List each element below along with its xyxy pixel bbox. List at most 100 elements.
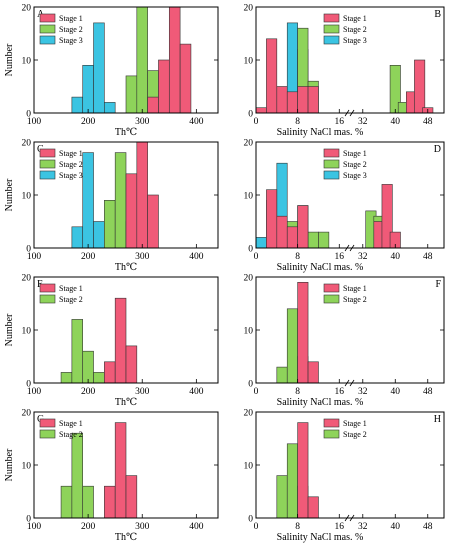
x-tick-label: 32 [358, 387, 368, 397]
legend-label: Stage 1 [59, 14, 83, 23]
legend-swatch [39, 418, 56, 428]
bar-stage-1 [147, 96, 159, 114]
bar-stage-1 [276, 86, 288, 114]
axis-break-mark [349, 514, 355, 522]
x-tick-label: 40 [391, 387, 401, 397]
y-tick-label: 10 [22, 462, 32, 472]
bar-stage-1 [125, 173, 138, 249]
bar-stage-2 [276, 475, 288, 519]
x-tick-label: 8 [295, 252, 300, 262]
bar-stage-2 [82, 485, 94, 519]
x-tick-label: 48 [423, 387, 433, 397]
bar-stage-2 [318, 231, 330, 249]
legend-label: Stage 1 [59, 419, 83, 428]
bar-stage-2 [82, 350, 94, 384]
bar-stage-1 [297, 205, 309, 249]
bar-stage-1 [286, 91, 298, 114]
x-tick-label: 8 [295, 117, 300, 127]
x-tick-label: 200 [81, 117, 96, 127]
y-tick-label: 10 [244, 327, 254, 337]
y-tick-label: 0 [248, 245, 253, 255]
y-tick-label: 20 [22, 409, 32, 419]
bar-stage-1 [297, 422, 309, 519]
axis-break-mark [344, 244, 350, 252]
x-tick-label: 0 [254, 522, 259, 532]
x-tick-label: 32 [358, 117, 368, 127]
x-tick-label: 200 [81, 252, 96, 262]
legend-swatch [39, 170, 56, 180]
legend-label: Stage 1 [343, 419, 367, 428]
bar-stage-2 [60, 485, 73, 519]
y-tick-label: 0 [26, 380, 31, 390]
legend-label: Stage 2 [59, 160, 83, 169]
legend-swatch [323, 429, 340, 439]
bar-stage-1 [104, 361, 116, 384]
y-tick-label: 10 [22, 57, 32, 67]
x-tick-label: 400 [189, 117, 204, 127]
x-tick-label: 8 [295, 522, 300, 532]
legend-label: Stage 2 [343, 160, 367, 169]
legend-label: Stage 2 [59, 295, 83, 304]
bar-stage-1 [179, 43, 192, 114]
y-tick-label: 20 [244, 274, 254, 284]
x-tick-label: 0 [254, 252, 259, 262]
legend-swatch [39, 294, 56, 304]
axis-break-mark [344, 379, 350, 387]
bar-stage-2 [286, 443, 298, 519]
x-tick-label: 300 [135, 252, 150, 262]
bar-stage-1 [125, 345, 138, 384]
legend-swatch [323, 170, 340, 180]
x-tick-label: 300 [135, 117, 150, 127]
legend-swatch [323, 283, 340, 293]
y-axis-title: Number [4, 178, 15, 211]
x-tick-label: 100 [27, 117, 42, 127]
panel-letter: D [434, 144, 441, 155]
legend-swatch [323, 35, 340, 45]
panel-letter: H [434, 414, 441, 425]
x-axis-title: Salinity NaCl mas. % [277, 262, 364, 273]
bar-stage-2 [125, 75, 138, 114]
x-tick-label: 32 [358, 522, 368, 532]
axis-break-mark [349, 109, 355, 117]
bar-stage-3 [93, 22, 105, 114]
bar-stage-1 [286, 226, 298, 249]
y-axis-title: Number [4, 448, 15, 481]
legend-label: Stage 2 [343, 25, 367, 34]
x-tick-label: 8 [295, 387, 300, 397]
y-tick-label: 0 [248, 515, 253, 525]
x-tick-label: 16 [335, 387, 345, 397]
x-tick-label: 48 [423, 522, 433, 532]
bar-stage-3 [71, 96, 83, 114]
bar-stage-3 [82, 152, 94, 249]
y-tick-label: 20 [244, 4, 254, 14]
x-axis-title: Th℃ [115, 532, 137, 543]
y-tick-label: 10 [244, 192, 254, 202]
bar-stage-2 [71, 432, 83, 519]
legend-swatch [39, 13, 56, 23]
y-axis-title: Number [4, 313, 15, 346]
axis-break-mark [344, 109, 350, 117]
legend-swatch [323, 159, 340, 169]
bar-stage-1 [136, 141, 148, 249]
bar-stage-1 [104, 485, 116, 519]
y-tick-label: 0 [26, 515, 31, 525]
legend-label: Stage 3 [343, 36, 367, 45]
x-tick-label: 40 [391, 522, 401, 532]
x-tick-label: 40 [391, 117, 401, 127]
bar-stage-2 [286, 308, 298, 384]
bar-stage-1 [114, 422, 127, 519]
y-tick-label: 0 [248, 110, 253, 120]
bar-stage-1 [147, 194, 159, 249]
legend-swatch [323, 13, 340, 23]
legend-label: Stage 2 [59, 430, 83, 439]
bar-stage-2 [60, 372, 73, 384]
x-tick-label: 16 [335, 252, 345, 262]
legend-swatch [39, 159, 56, 169]
legend-label: Stage 2 [343, 430, 367, 439]
x-tick-label: 300 [135, 387, 150, 397]
x-tick-label: 300 [135, 522, 150, 532]
